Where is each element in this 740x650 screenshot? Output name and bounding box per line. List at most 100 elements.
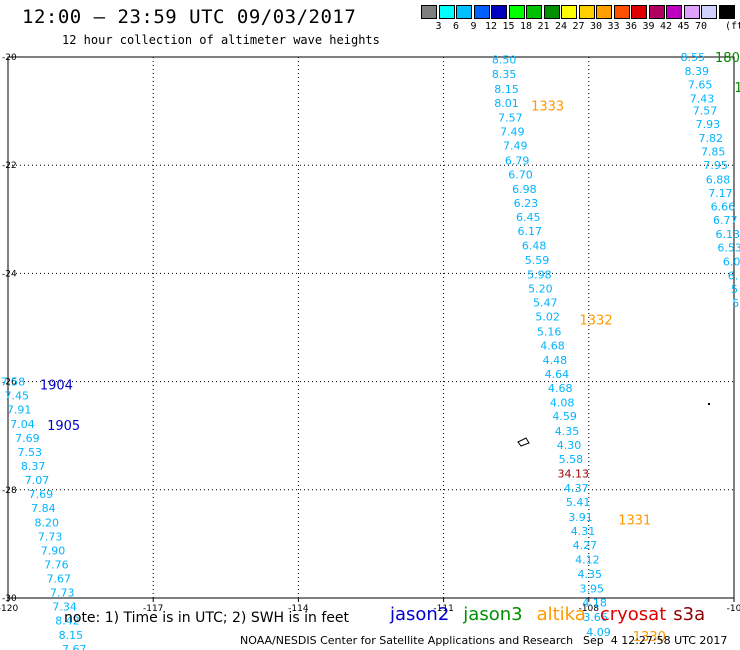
legend-tick-label: 45: [677, 21, 690, 32]
lat-tick-label: -26: [2, 378, 17, 388]
swh-value: 4.18: [582, 596, 607, 609]
legend-swatch: [438, 5, 455, 19]
swh-value: 7.69: [29, 488, 54, 501]
swh-value: 7.45: [4, 390, 29, 403]
swh-value: 6.53: [717, 241, 740, 254]
swh-value: 7.34: [52, 601, 77, 614]
swh-value: 7.95: [703, 159, 728, 172]
map-frame: [7, 56, 735, 599]
swh-value: 4.09: [586, 626, 611, 639]
legend-tick-label: 27: [572, 21, 585, 32]
legend-tick-label: 6: [452, 21, 460, 32]
legend-tick-label: 24: [554, 21, 568, 32]
swh-value: 4.35: [555, 425, 580, 438]
legend-tick-label: 33: [607, 21, 620, 32]
map-subtitle: 12 hour collection of altimeter wave hei…: [62, 33, 380, 47]
credit-text: NOAA/NESDIS Center for Satellite Applica…: [240, 634, 574, 647]
swh-value: 6.13: [715, 228, 740, 241]
lon-tick-label: -114: [288, 604, 309, 614]
swh-value: 7.85: [701, 146, 726, 159]
legend-tick-label: 3: [435, 21, 442, 32]
generated-timestamp: Sep 4 12:27:58 UTC 2017: [583, 634, 728, 647]
pass-time-label: 1332: [580, 313, 613, 328]
swh-value: 5.58: [559, 453, 584, 466]
swh-value: 6.79: [505, 154, 530, 167]
swh-value: 8.42: [55, 615, 80, 628]
swh-value: 6.88: [706, 173, 731, 186]
swh-value: 8.15: [59, 629, 84, 642]
swh-value: 7.84: [31, 502, 56, 515]
legend-swatch: [526, 5, 542, 19]
lat-tick-label: -20: [2, 53, 17, 63]
swh-value: 8.20: [34, 516, 59, 529]
swh-value: 6.70: [508, 168, 533, 181]
swh-value: 34.13: [558, 468, 590, 481]
legend-swatch: [473, 5, 490, 19]
lon-tick-label: -10: [727, 604, 740, 614]
swh-value: 4.27: [573, 539, 598, 552]
swh-value: 5.47: [533, 297, 558, 310]
swh-value: 7.49: [503, 140, 528, 153]
pass-time-label: 1331: [618, 514, 651, 529]
swh-value: 6.23: [514, 197, 539, 210]
island-outline: [517, 437, 530, 447]
swh-value: 5.20: [528, 283, 553, 296]
swh-value: 6.98: [512, 183, 537, 196]
legend-swatch: [631, 5, 647, 19]
legend-swatch: [508, 5, 525, 19]
swh-value: 7.90: [41, 544, 66, 557]
swh-value: 4.59: [552, 410, 577, 423]
satellite-altika: altika: [536, 604, 586, 625]
legend-tick-label: 9: [470, 21, 477, 32]
swh-value: 7.67: [47, 573, 72, 586]
legend-tick-label: 42: [659, 21, 673, 32]
swh-value: 4.68: [540, 339, 565, 352]
swh-value: 7.07: [25, 474, 50, 487]
legend-tick-label: 30: [589, 21, 603, 32]
satellite-cryosat: cryosat: [599, 604, 667, 625]
swh-value: 6.17: [518, 225, 543, 238]
satellite-jason3: jason3: [463, 604, 523, 625]
pass-time-label: 1806: [715, 51, 740, 66]
swh-value: 3.66: [583, 611, 608, 624]
swh-value: 5.16: [537, 325, 562, 338]
swh-value: 7.65: [688, 79, 713, 92]
legend-swatch: [491, 5, 507, 19]
satellite-legend: jason2 jason3 altika cryosat s3a: [390, 604, 719, 625]
swh-value: 5.41: [566, 496, 591, 509]
swh-value: 7.43: [690, 93, 715, 106]
lat-tick-label: -28: [2, 486, 17, 496]
swh-value: 6.45: [516, 211, 541, 224]
pass-time-label: 1905: [47, 419, 80, 434]
swh-value: 7.67: [62, 643, 87, 650]
legend-tick-label: 18: [519, 21, 533, 32]
swh-value: 5: [731, 283, 738, 296]
swh-value: 5.59: [525, 254, 550, 267]
lat-tick-label: -30: [2, 594, 17, 604]
legend-tick-label: 12: [484, 21, 498, 32]
swh-value: 3.91: [568, 511, 593, 524]
swh-value: 4.37: [564, 482, 589, 495]
satellite-jason2: jason2: [390, 604, 450, 625]
legend-tick-label: 39: [642, 21, 655, 32]
legend-swatch: [718, 5, 735, 19]
swh-value: 7.73: [50, 587, 75, 600]
swh-value: 7.53: [18, 446, 43, 459]
swh-value: 4.35: [578, 568, 603, 581]
swh-value: 7.93: [696, 118, 721, 131]
pass-time-label: 1330: [633, 630, 666, 645]
lon-tick-label: -120: [0, 604, 18, 614]
swh-value: 8.37: [21, 460, 46, 473]
swh-value: 4.30: [557, 439, 582, 452]
legend-swatch: [683, 5, 700, 19]
swh-value: 8.39: [684, 65, 709, 78]
swh-value: 3.95: [579, 582, 604, 595]
swh-value: 4.08: [550, 397, 575, 410]
swh-value: 5.02: [535, 311, 560, 324]
swh-value: 7.91: [7, 404, 32, 417]
legend-swatch: [543, 5, 560, 19]
swh-value: 7.17: [708, 187, 733, 200]
satellite-s3a: s3a: [673, 604, 706, 625]
swh-value: 6.66: [711, 200, 736, 213]
legend-swatch: [578, 5, 595, 19]
